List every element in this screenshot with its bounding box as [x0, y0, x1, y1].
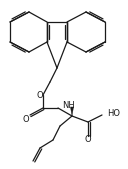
Text: O: O [23, 115, 29, 124]
Text: O: O [37, 91, 43, 100]
Text: O: O [85, 136, 91, 144]
Text: NH: NH [62, 102, 75, 111]
Polygon shape [71, 107, 73, 116]
Text: HO: HO [107, 110, 120, 118]
